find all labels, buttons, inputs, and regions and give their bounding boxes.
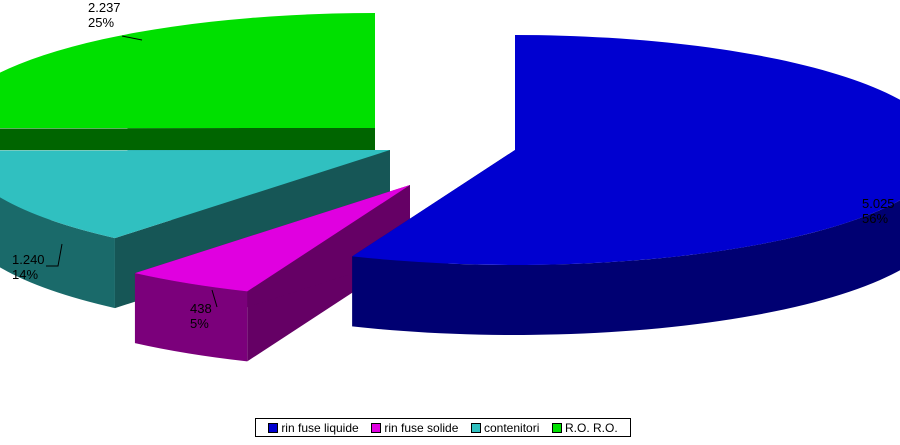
leader-line: [211, 289, 218, 308]
legend-swatch: [471, 422, 481, 433]
legend-label: rin fuse liquide: [281, 420, 359, 435]
legend-label: contenitori: [484, 420, 540, 435]
slice-top-contenitori: [0, 150, 390, 239]
slice-top-r-o-r-o-: [0, 13, 375, 129]
slice-top-rin-fuse-liquide: [352, 35, 900, 265]
slice-outer-wall: [0, 197, 115, 309]
value-label: 5.025: [862, 196, 895, 211]
slice-side-face: [0, 128, 375, 151]
slice-top-rin-fuse-solide: [134, 185, 410, 292]
legend-label: rin fuse solide: [384, 420, 459, 435]
value-label: 1.240: [12, 252, 45, 267]
legend: rin fuse liquide rin fuse solide conteni…: [255, 418, 631, 437]
value-label: 438: [190, 301, 212, 316]
percent-label: 56%: [862, 211, 888, 226]
legend-swatch: [371, 422, 382, 433]
percent-label: 14%: [12, 267, 38, 282]
legend-item-rinfuse-liquide: rin fuse liquide: [268, 420, 359, 435]
slice-outer-wall: [352, 200, 900, 335]
leader-line: [121, 35, 143, 41]
leader-lines: [46, 35, 218, 308]
legend-label: R.O. R.O.: [565, 420, 618, 435]
leader-line: [46, 243, 63, 267]
pie-tops: [0, 13, 900, 292]
legend-swatch: [552, 422, 562, 433]
percent-label: 5%: [190, 316, 209, 331]
slice-outer-wall: [134, 273, 248, 362]
legend-item-contenitori: contenitori: [471, 421, 539, 435]
legend-swatch: [268, 422, 279, 433]
value-label: 2.237: [88, 0, 121, 15]
legend-item-roro: R.O. R.O.: [552, 421, 618, 435]
percent-label: 25%: [88, 15, 114, 30]
legend-item-rinfuse-solide: rin fuse solide: [371, 421, 458, 435]
